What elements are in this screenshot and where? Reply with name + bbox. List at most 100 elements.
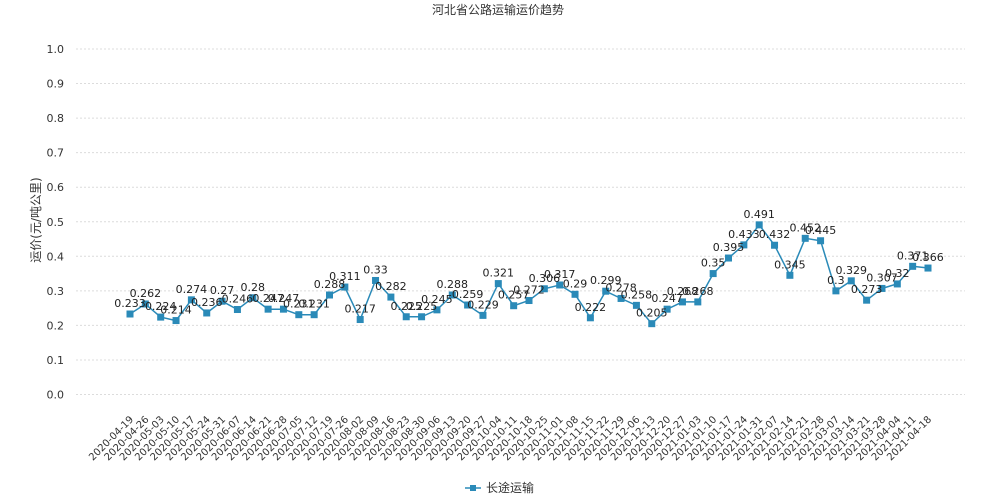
data-label: 0.258: [621, 288, 653, 301]
data-point: [847, 277, 855, 285]
data-point: [755, 221, 763, 229]
grid: [76, 48, 965, 395]
data-label: 0.33: [363, 263, 388, 276]
y-tick-label: 0.4: [47, 250, 65, 263]
data-point: [632, 301, 640, 309]
data-point: [203, 309, 211, 317]
data-point: [295, 311, 303, 319]
data-label: 0.288: [314, 278, 346, 291]
data-label: 0.32: [885, 267, 910, 280]
y-tick-label: 0.6: [47, 181, 65, 194]
data-point: [326, 291, 333, 299]
data-labels: 0.2330.2620.2240.2140.2740.2360.270.2460…: [114, 208, 944, 320]
data-point: [141, 300, 149, 308]
data-label: 0.329: [836, 264, 868, 277]
data-point: [418, 313, 426, 321]
data-point: [694, 298, 702, 306]
data-label: 0.231: [283, 298, 315, 311]
data-point: [663, 305, 671, 313]
data-label: 0.217: [344, 303, 376, 316]
x-axis: 2020-04-192020-04-262020-05-032020-05-10…: [87, 414, 934, 463]
data-label: 0.273: [851, 283, 883, 296]
data-label: 0.306: [529, 272, 561, 285]
data-label: 0.231: [298, 298, 330, 311]
data-point: [479, 311, 487, 319]
data-point: [725, 254, 732, 262]
data-label: 0.395: [713, 241, 745, 254]
y-tick-label: 0.1: [47, 354, 65, 367]
data-point: [786, 271, 794, 279]
legend-series-name: 长途运输: [486, 480, 534, 495]
data-point: [126, 310, 134, 318]
data-point: [924, 264, 932, 272]
data-point: [878, 284, 886, 292]
y-tick-label: 0.0: [47, 389, 65, 402]
y-tick-label: 0.3: [47, 285, 65, 298]
data-label: 0.29: [563, 277, 588, 290]
data-label: 0.317: [544, 268, 576, 281]
data-label: 0.225: [406, 300, 438, 313]
data-point: [540, 285, 548, 293]
data-label: 0.236: [191, 296, 223, 309]
data-point: [740, 241, 748, 249]
data-label: 0.272: [513, 284, 545, 297]
y-tick-label: 0.5: [47, 216, 65, 229]
data-point: [172, 317, 180, 325]
data-label: 0.246: [222, 293, 254, 306]
data-label: 0.345: [774, 258, 806, 271]
data-label: 0.257: [498, 289, 530, 302]
data-label: 0.282: [375, 280, 407, 293]
data-point: [448, 291, 456, 299]
data-point: [525, 297, 533, 305]
data-label: 0.259: [452, 288, 484, 301]
data-label: 0.245: [421, 293, 453, 306]
y-tick-label: 0.2: [47, 319, 65, 332]
data-point: [233, 306, 241, 314]
data-point: [771, 241, 779, 249]
data-label: 0.247: [651, 292, 683, 305]
y-axis-title: 运价(元/吨公里): [29, 177, 43, 262]
data-point: [648, 320, 656, 328]
data-label: 0.225: [390, 300, 422, 313]
data-point: [556, 281, 564, 289]
data-point: [464, 301, 472, 309]
data-label: 0.268: [667, 285, 699, 298]
data-point: [863, 296, 871, 304]
data-label: 0.274: [176, 283, 208, 296]
data-label: 0.299: [590, 274, 622, 287]
data-label: 0.307: [866, 271, 898, 284]
data-label: 0.233: [114, 297, 146, 310]
data-point: [832, 287, 840, 295]
data-label: 0.268: [682, 285, 714, 298]
data-point: [709, 270, 717, 278]
data-point: [310, 311, 318, 319]
y-tick-label: 0.7: [47, 147, 65, 160]
chart-title: 河北省公路运输运价趋势: [432, 2, 564, 17]
data-point: [402, 313, 410, 321]
data-label: 0.366: [912, 251, 944, 264]
data-label: 0.432: [759, 228, 791, 241]
y-tick-label: 0.9: [47, 78, 65, 91]
data-label: 0.224: [145, 300, 177, 313]
data-point: [893, 280, 901, 288]
data-point: [341, 283, 349, 291]
data-point: [602, 287, 610, 295]
data-label: 0.28: [241, 281, 266, 294]
data-label: 0.222: [575, 301, 607, 314]
y-axis: 0.0 0.1 0.2 0.3 0.4 0.5 0.6 0.7 0.8 0.9 1.0: [47, 43, 65, 402]
data-points: [126, 221, 932, 328]
y-tick-label: 0.8: [47, 112, 65, 125]
data-label: 0.214: [160, 304, 192, 317]
data-point: [817, 237, 825, 245]
data-point: [586, 314, 594, 322]
y-tick-label: 1.0: [47, 43, 65, 56]
data-point: [279, 305, 287, 313]
data-point: [571, 290, 579, 298]
data-label: 0.452: [789, 221, 821, 234]
data-label: 0.35: [701, 257, 726, 270]
data-point: [264, 305, 272, 313]
data-point: [678, 298, 686, 306]
data-label: 0.311: [329, 270, 361, 283]
data-label: 0.3: [827, 274, 845, 287]
